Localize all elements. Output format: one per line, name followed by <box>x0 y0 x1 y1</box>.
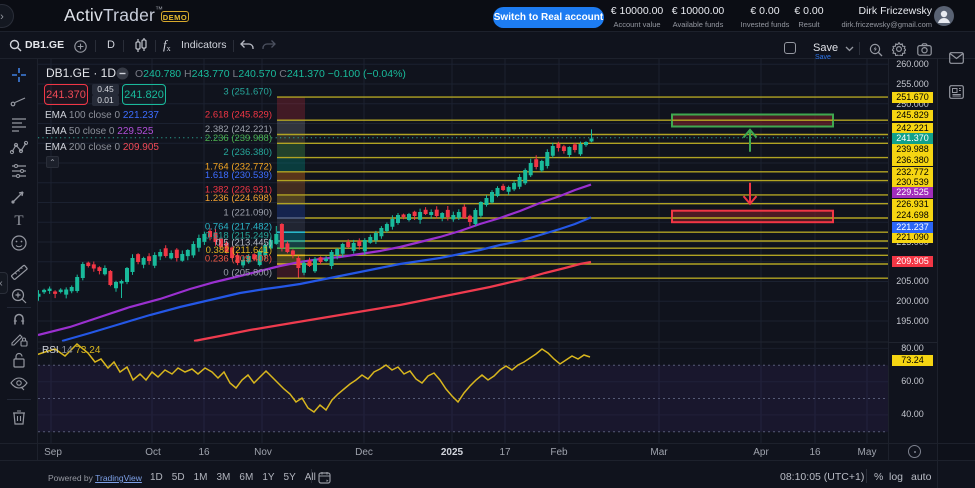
svg-text:1.764 (232.772): 1.764 (232.772) <box>205 161 272 172</box>
svg-text:2.236 (239.988): 2.236 (239.988) <box>205 133 272 144</box>
svg-text:0.5 (213.445): 0.5 (213.445) <box>215 238 272 249</box>
svg-text:3 (251.670): 3 (251.670) <box>223 87 272 98</box>
svg-text:1.236 (224.698): 1.236 (224.698) <box>205 193 272 204</box>
svg-text:0.618 (215.249): 0.618 (215.249) <box>205 231 272 242</box>
svg-text:1.618 (230.539): 1.618 (230.539) <box>205 170 272 181</box>
svg-text:0.236 (209.408): 0.236 (209.408) <box>205 254 272 265</box>
svg-text:1.382 (226.931): 1.382 (226.931) <box>205 184 272 195</box>
svg-text:2.618 (245.829): 2.618 (245.829) <box>205 110 272 121</box>
svg-text:T: T <box>14 213 23 229</box>
svg-text:0 (205.800): 0 (205.800) <box>223 268 272 279</box>
svg-text:1 (221.090): 1 (221.090) <box>223 208 272 219</box>
svg-text:0.382 (211.641): 0.382 (211.641) <box>206 245 272 256</box>
svg-text:2 (236.380): 2 (236.380) <box>223 147 272 158</box>
svg-text:2.382 (242.221): 2.382 (242.221) <box>205 124 272 135</box>
svg-text:0.764 (217.482): 0.764 (217.482) <box>205 222 272 233</box>
